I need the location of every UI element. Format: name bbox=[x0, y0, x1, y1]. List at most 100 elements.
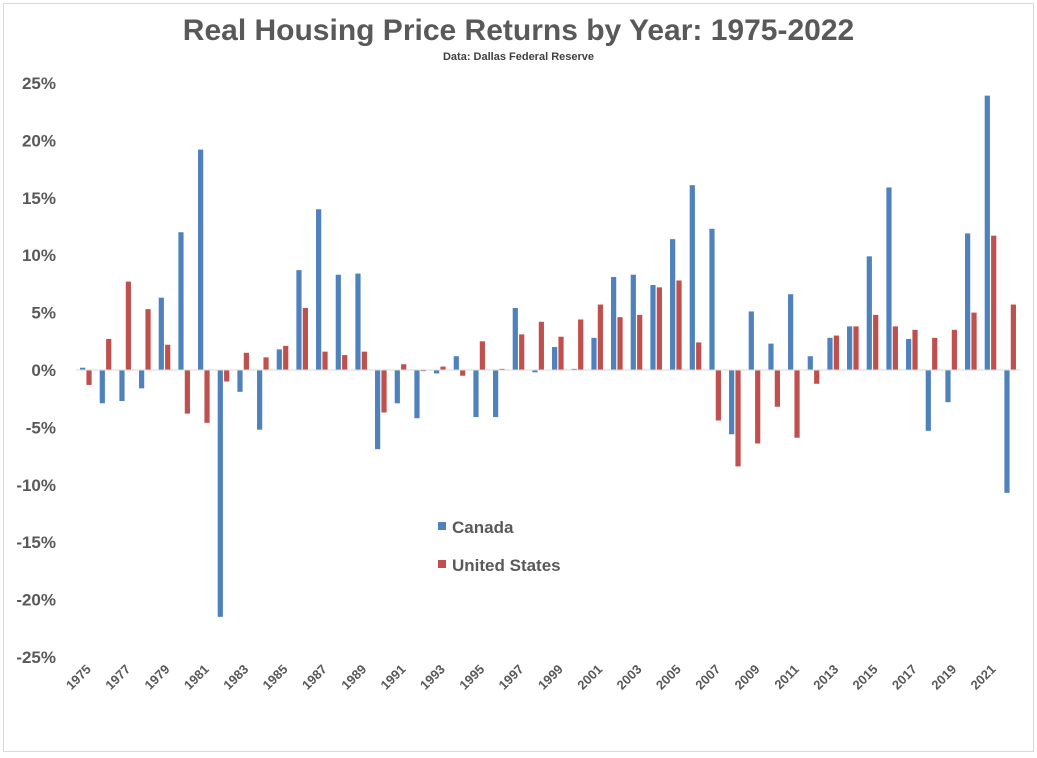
bar-canada-2020 bbox=[965, 233, 971, 370]
y-tick-label: 10% bbox=[22, 246, 56, 265]
x-tick-label: 2001 bbox=[574, 662, 605, 693]
bar-canada-1990 bbox=[375, 370, 381, 450]
bar-canada-2011 bbox=[788, 294, 794, 370]
bar-united-states-2003 bbox=[637, 314, 643, 370]
bar-canada-1978 bbox=[139, 370, 145, 389]
legend-item-canada: Canada bbox=[438, 518, 514, 537]
bar-canada-2018 bbox=[925, 370, 931, 431]
x-tick-label: 2015 bbox=[850, 662, 881, 693]
bar-canada-1991 bbox=[394, 370, 400, 404]
bar-canada-2016 bbox=[886, 187, 892, 370]
bar-united-states-2012 bbox=[814, 370, 820, 384]
legend-swatch-united-states bbox=[438, 560, 446, 568]
bar-united-states-2022 bbox=[1010, 304, 1016, 370]
bar-canada-1988 bbox=[335, 274, 341, 370]
bar-united-states-1996 bbox=[499, 368, 505, 370]
bar-united-states-1991 bbox=[401, 364, 407, 370]
legend: Canada United States bbox=[438, 518, 561, 575]
bar-canada-2007 bbox=[709, 228, 715, 370]
bar-united-states-1992 bbox=[420, 370, 426, 372]
legend-swatch-canada bbox=[438, 522, 446, 530]
bar-united-states-1994 bbox=[460, 370, 466, 376]
bar-united-states-1995 bbox=[479, 341, 485, 370]
x-tick-label: 1979 bbox=[142, 662, 173, 693]
bar-united-states-1985 bbox=[283, 345, 289, 370]
bar-canada-2006 bbox=[689, 185, 695, 370]
bar-united-states-1977 bbox=[125, 281, 131, 370]
x-tick-label: 2021 bbox=[968, 662, 999, 693]
chart-title: Real Housing Price Returns by Year: 1975… bbox=[182, 14, 855, 47]
bar-canada-1983 bbox=[237, 370, 243, 392]
bar-united-states-2010 bbox=[774, 370, 780, 407]
bar-united-states-2017 bbox=[912, 329, 918, 370]
x-tick-label: 1987 bbox=[299, 662, 330, 693]
x-tick-label: 1993 bbox=[417, 662, 448, 693]
bar-canada-2022 bbox=[1004, 370, 1010, 493]
bar-canada-1997 bbox=[512, 308, 518, 370]
x-tick-label: 1981 bbox=[181, 662, 212, 693]
bar-canada-2014 bbox=[847, 326, 853, 370]
bar-united-states-1998 bbox=[538, 321, 544, 370]
x-tick-label: 1991 bbox=[378, 662, 409, 693]
x-axis: 1975 1977 1979 1981 1983 1985 1987 1989 1991 1993… bbox=[63, 662, 999, 693]
x-tick-label: 1989 bbox=[338, 662, 369, 693]
legend-label-united-states: United States bbox=[452, 556, 561, 575]
legend-item-united-states: United States bbox=[438, 556, 561, 575]
x-tick-label: 2005 bbox=[653, 662, 684, 693]
bar-canada-1998 bbox=[532, 370, 538, 373]
bar-united-states-2004 bbox=[656, 287, 662, 370]
bar-united-states-2006 bbox=[696, 342, 702, 370]
bar-united-states-1999 bbox=[558, 336, 564, 370]
bar-canada-1993 bbox=[434, 370, 440, 374]
legend-label-canada: Canada bbox=[452, 518, 514, 537]
bar-canada-2010 bbox=[768, 343, 774, 370]
bar-canada-2012 bbox=[807, 356, 813, 370]
x-tick-label: 2013 bbox=[810, 662, 841, 693]
x-tick-label: 1997 bbox=[496, 662, 527, 693]
x-tick-label: 2011 bbox=[771, 662, 802, 693]
bar-united-states-2000 bbox=[578, 319, 584, 370]
bar-united-states-1983 bbox=[243, 352, 249, 370]
y-tick-label: 0% bbox=[31, 361, 56, 380]
bar-united-states-1993 bbox=[440, 366, 446, 370]
bar-canada-1975 bbox=[80, 367, 86, 370]
x-tick-label: 1983 bbox=[220, 662, 251, 693]
bar-united-states-1984 bbox=[263, 357, 269, 370]
x-tick-label: 2007 bbox=[692, 662, 723, 693]
y-tick-label: -5% bbox=[26, 418, 56, 437]
bar-canada-2013 bbox=[827, 337, 833, 370]
bar-canada-2003 bbox=[630, 274, 636, 370]
bar-united-states-2005 bbox=[676, 280, 682, 370]
bar-canada-1984 bbox=[257, 370, 263, 430]
bar-canada-1996 bbox=[493, 370, 499, 418]
bar-united-states-1997 bbox=[519, 334, 525, 370]
bar-canada-1995 bbox=[473, 370, 479, 418]
bar-united-states-1980 bbox=[184, 370, 190, 414]
bar-canada-2002 bbox=[611, 277, 617, 370]
y-tick-label: 25% bbox=[22, 74, 56, 93]
bars bbox=[80, 95, 1016, 617]
chart-frame bbox=[3, 3, 1034, 752]
chart-subtitle: Data: Dallas Federal Reserve bbox=[442, 51, 595, 63]
bar-united-states-2021 bbox=[991, 235, 997, 370]
y-axis: 25% 20% 15% 10% 5% 0% -5% -10% -15% -20% -25% bbox=[16, 74, 56, 667]
x-tick-label: 1977 bbox=[102, 662, 133, 693]
x-tick-label: 1999 bbox=[535, 662, 566, 693]
bar-united-states-1981 bbox=[204, 370, 210, 423]
bar-united-states-2011 bbox=[794, 370, 800, 438]
y-tick-label: -20% bbox=[16, 591, 56, 610]
x-tick-label: 2017 bbox=[889, 662, 920, 693]
bar-united-states-2001 bbox=[597, 304, 603, 370]
bar-canada-2008 bbox=[729, 370, 735, 435]
y-tick-label: 20% bbox=[22, 131, 56, 150]
bar-united-states-2020 bbox=[971, 312, 977, 370]
bar-canada-2019 bbox=[945, 370, 951, 403]
bar-united-states-2019 bbox=[951, 329, 957, 370]
bar-canada-1992 bbox=[414, 370, 420, 419]
bar-canada-2004 bbox=[650, 285, 656, 370]
bar-canada-1994 bbox=[453, 356, 459, 370]
bar-united-states-2007 bbox=[715, 370, 721, 421]
bar-canada-1980 bbox=[178, 232, 184, 370]
bar-canada-1981 bbox=[198, 149, 204, 370]
bar-united-states-1975 bbox=[86, 370, 92, 385]
